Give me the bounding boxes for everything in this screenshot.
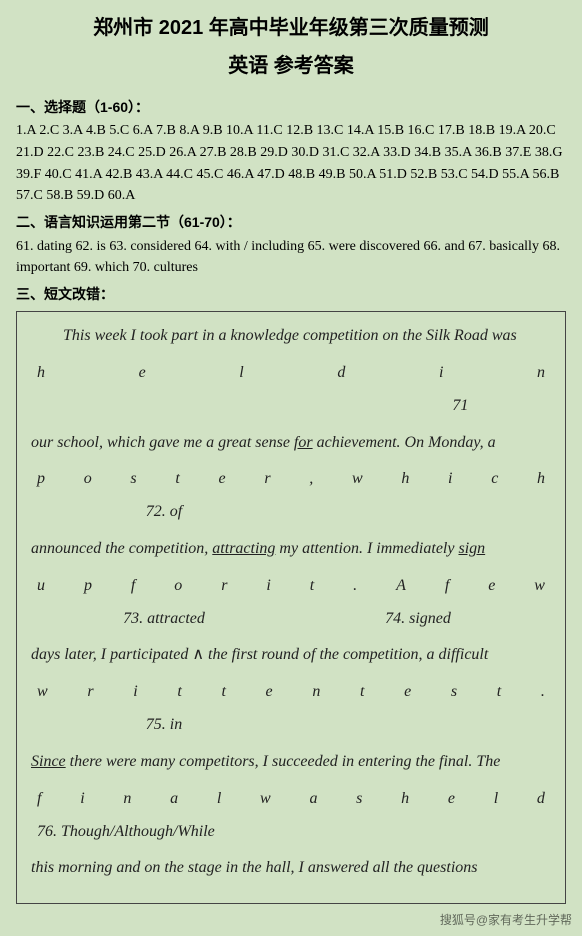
spread-char: , [309,463,313,495]
para3-mid: my attention. I immediately [275,540,458,557]
section1-answers: 1.A 2.C 3.A 4.B 5.C 6.A 7.B 8.A 9.B 10.A… [16,120,566,207]
spread-char: s [451,676,457,708]
spread-char: l [239,357,243,389]
spread-char: w [352,463,363,495]
essay-spread1: heldin [31,357,551,389]
spread-char: s [130,463,136,495]
spread-char: t [497,676,501,708]
spread-char: d [337,357,345,389]
essay-spread3: u p f o r i t. Af e w [31,570,551,602]
section1-heading: 一、选择题（1-60）： [16,96,566,118]
section2-answers: 61. dating 62. is 63. considered 64. wit… [16,236,566,279]
essay-anno1: 71 [31,393,551,419]
essay-spread2: p o s t e r, w h i c h [31,463,551,495]
essay-anno3: 73. attracted 74. signed [31,606,551,632]
spread-char: n [537,357,545,389]
spread-char: d [537,783,545,815]
para5-post: there were many competitors, I succeeded… [66,753,501,770]
spread-char: h [537,463,545,495]
spread-char: w [37,676,48,708]
spread-char: t [177,676,181,708]
spread-char: e [219,463,226,495]
essay-para5: Since there were many competitors, I suc… [31,748,551,777]
spread-char: e [266,676,273,708]
para3-underline-sign: sign [458,540,485,557]
spread-char: w [534,570,545,602]
spread-char: c [491,463,498,495]
title-line-1: 郑州市 2021 年高中毕业年级第三次质量预测 [16,12,566,44]
spread-char: s [356,783,362,815]
essay-spread4: w r i t t e n t e s t. [31,676,551,708]
spread-char: r [87,676,93,708]
spread-char: o [174,570,182,602]
spread-char: l [217,783,221,815]
spread-char: w [260,783,271,815]
anno3b-text: 74. signed [291,606,545,632]
spread-char: i [133,676,137,708]
essay-para3: announced the competition, attracting my… [31,535,551,564]
spread-char: n [123,783,131,815]
para2-underline-for: for [294,434,313,451]
title-line-2: 英语 参考答案 [16,50,566,82]
spread-char: a [309,783,317,815]
essay-para1: This week I took part in a knowledge com… [31,322,551,351]
spread-char: e [488,570,495,602]
essay-para4: days later, I participated ∧ the first r… [31,641,551,670]
para2-post: achievement. On Monday, a [313,434,496,451]
section2-heading: 二、语言知识运用第二节（61-70）： [16,211,566,233]
essay-anno5: 76. Though/Although/While [31,819,551,845]
spread-char: h [401,783,409,815]
essay-anno4: 75. in [31,712,551,738]
para5-underline-since: Since [31,753,66,770]
spread-char: A [396,570,406,602]
anno1-text: 71 [376,393,545,419]
spread-char: u [37,570,45,602]
anno4-text: 75. in [37,712,291,738]
spread-char: e [448,783,455,815]
essay-anno2: 72. of [31,499,551,525]
spread-char: h [37,357,45,389]
spread-char: t [175,463,179,495]
spread-char: i [448,463,452,495]
spread-char: l [494,783,498,815]
section3-heading: 三、短文改错： [16,283,566,305]
essay-box: This week I took part in a knowledge com… [16,311,566,904]
spread-char: i [266,570,270,602]
spread-char: a [170,783,178,815]
spread-char: t [360,676,364,708]
essay-spread5: finalwasheld [31,783,551,815]
para4-post: the first round of the competition, a di… [204,646,488,663]
anno3a-text: 73. attracted [37,606,291,632]
spread-char: p [37,463,45,495]
spread-char: i [439,357,443,389]
spread-char: t [221,676,225,708]
spread-char: e [139,357,146,389]
anno2-text: 72. of [37,499,291,525]
essay-para2: our school, which gave me a great sense … [31,429,551,458]
spread-char: . [541,676,545,708]
para2-pre: our school, which gave me a great sense [31,434,294,451]
para3-pre: announced the competition, [31,540,212,557]
spread-char: r [264,463,270,495]
spread-char: t [310,570,314,602]
spread-char: i [80,783,84,815]
essay-para6: this morning and on the stage in the hal… [31,854,551,883]
spread-char: r [221,570,227,602]
spread-char: p [84,570,92,602]
caret-icon: ∧ [192,646,204,663]
spread-char: e [404,676,411,708]
para3-underline-attracting: attracting [212,540,275,557]
anno5-text: 76. Though/Although/While [37,819,215,845]
spread-char: f [131,570,135,602]
spread-char: o [84,463,92,495]
watermark: 搜狐号@家有考生升学帮 [440,911,572,930]
spread-char: h [401,463,409,495]
para4-pre: days later, I participated [31,646,192,663]
spread-char: f [37,783,41,815]
spread-char: n [312,676,320,708]
spread-char: . [353,570,357,602]
spread-char: f [445,570,449,602]
